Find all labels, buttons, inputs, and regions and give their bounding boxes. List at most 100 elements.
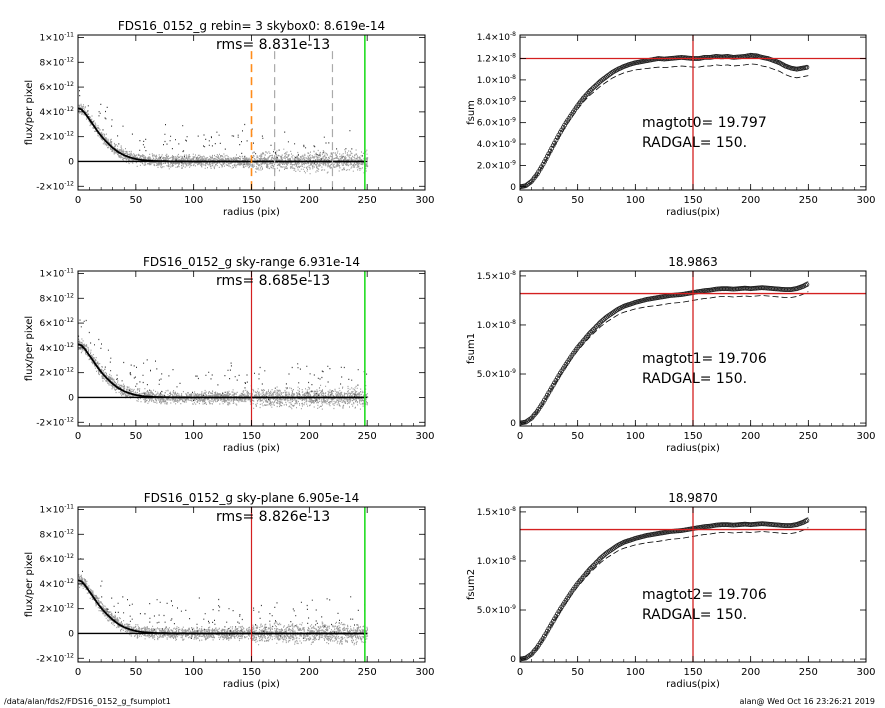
fsum-points-p4 xyxy=(520,282,810,426)
fsum-point xyxy=(781,287,787,292)
plot-area-p3 xyxy=(78,271,369,426)
fsum-point xyxy=(534,171,540,177)
fsum-point xyxy=(539,164,544,170)
y-tick-label: -2×10-12 xyxy=(36,416,74,428)
x-tick-label: 50 xyxy=(571,195,584,206)
fsum-point xyxy=(555,135,560,141)
panel-p3: rms= 8.685e-130 50 100 150 200 250 3001×10-11 … xyxy=(24,255,435,454)
fsum-point xyxy=(545,628,550,634)
fsum-point xyxy=(540,636,546,641)
fsum-point xyxy=(540,161,546,167)
fsum-point xyxy=(542,397,547,403)
y-axis-label: fsum xyxy=(466,100,477,125)
panel-p1: rms= 8.831e-130 50 100 150 200 250 3001×10-11 … xyxy=(24,19,435,218)
y-tick-label: -2×10-12 xyxy=(36,652,74,664)
panel-title: FDS16_0152_g sky-plane 6.905e-14 xyxy=(144,491,359,505)
fsum-point xyxy=(552,616,557,622)
y-axis-label: fsum2 xyxy=(466,569,477,600)
x-tick-label: 50 xyxy=(571,667,584,678)
fsum-point xyxy=(527,180,533,185)
fsum-point xyxy=(543,395,549,401)
x-tick-label: 150 xyxy=(683,667,702,678)
fsum-point xyxy=(592,325,598,331)
x-axis-label: radius(pix) xyxy=(666,443,720,454)
y-tick-label: 8×10-12 xyxy=(39,56,74,68)
plot-area-p5 xyxy=(78,507,369,662)
fsum-point xyxy=(556,373,562,378)
fsum-point xyxy=(559,127,565,133)
x-tick-label: 50 xyxy=(571,431,584,442)
panel-title: FDS16_0152_g sky-range 6.931e-14 xyxy=(143,255,360,269)
x-tick-label: 100 xyxy=(626,667,645,678)
panel-title: FDS16_0152_g rebin= 3 skybox0: 8.619e-14 xyxy=(118,19,385,33)
fsum-point xyxy=(595,558,601,564)
y-tick-label: 4.0×10-9 xyxy=(477,138,516,150)
x-tick-label: 300 xyxy=(856,431,875,442)
annotation-line-0: magtot0= 19.797 xyxy=(642,115,767,131)
y-tick-label: 5.0×10-9 xyxy=(477,368,516,380)
fsum-point xyxy=(702,524,707,529)
fsum-point xyxy=(589,86,595,92)
fsum-point xyxy=(594,82,599,88)
fsum-point xyxy=(702,55,707,60)
fsum-point xyxy=(591,326,596,332)
x-tick-label: 150 xyxy=(242,431,261,442)
fsum-point xyxy=(537,166,543,172)
fsum-point xyxy=(804,282,810,287)
x-axis-label: radius(pix) xyxy=(666,679,720,690)
x-tick-label: 300 xyxy=(415,667,434,678)
x-tick-label: 150 xyxy=(242,195,261,206)
fsum-point xyxy=(545,392,550,398)
x-tick-label: 250 xyxy=(358,195,377,206)
annotation-line-1: RADGAL= 150. xyxy=(642,371,747,387)
y-axis-label: flux/per pixel xyxy=(24,80,35,145)
x-tick-label: 0 xyxy=(517,667,523,678)
fsum-point xyxy=(751,522,756,527)
x-tick-label: 300 xyxy=(856,195,875,206)
y-tick-label: 2×10-12 xyxy=(39,367,74,379)
scatter-gray-points xyxy=(78,103,369,175)
scatter-dark-points xyxy=(79,90,366,165)
y-tick-label: 1.4×10-8 xyxy=(477,31,516,43)
y-axis-label: flux/per pixel xyxy=(24,552,35,617)
x-tick-label: 100 xyxy=(626,431,645,442)
y-tick-label: 2×10-12 xyxy=(39,603,74,615)
fsum-point xyxy=(553,614,559,619)
fsum-point xyxy=(596,557,602,562)
y-tick-label: 6×10-12 xyxy=(39,81,74,93)
fsum-point xyxy=(545,153,550,159)
x-tick-label: 150 xyxy=(683,195,702,206)
fsum-point xyxy=(761,285,766,291)
fsum-point xyxy=(674,55,680,61)
fsum-point xyxy=(540,400,546,405)
fsum-point xyxy=(599,318,605,324)
scatter-gray-points xyxy=(78,338,369,410)
x-tick-label: 100 xyxy=(626,195,645,206)
y-axis-label: flux/per pixel xyxy=(24,316,35,381)
x-tick-label: 300 xyxy=(856,667,875,678)
x-tick-label: 250 xyxy=(358,667,377,678)
rms-annotation: rms= 8.826e-13 xyxy=(216,509,330,525)
fsum-points-p6 xyxy=(520,518,810,662)
profile-curve xyxy=(78,579,365,635)
fsum-point xyxy=(599,554,605,560)
y-tick-label: 4×10-12 xyxy=(39,106,74,118)
fsum-point xyxy=(547,623,553,629)
fsum-point xyxy=(719,522,725,528)
fsum-point xyxy=(589,328,595,334)
x-tick-label: 100 xyxy=(184,431,203,442)
scatter-points-p5 xyxy=(78,558,369,646)
y-tick-label: 2.0×10-9 xyxy=(477,159,516,171)
fsum-point xyxy=(555,611,560,617)
fsum-point xyxy=(729,522,735,528)
fsum-point xyxy=(729,286,735,292)
fsum-point xyxy=(546,390,552,396)
fsum-point xyxy=(743,521,749,527)
y-tick-label: 6×10-12 xyxy=(39,553,74,565)
x-tick-label: 0 xyxy=(517,195,523,206)
x-tick-label: 250 xyxy=(799,431,818,442)
fsum-point xyxy=(674,292,680,298)
y-tick-label: 6.0×10-9 xyxy=(477,117,516,129)
x-tick-label: 250 xyxy=(799,195,818,206)
fsum-point xyxy=(586,567,592,573)
